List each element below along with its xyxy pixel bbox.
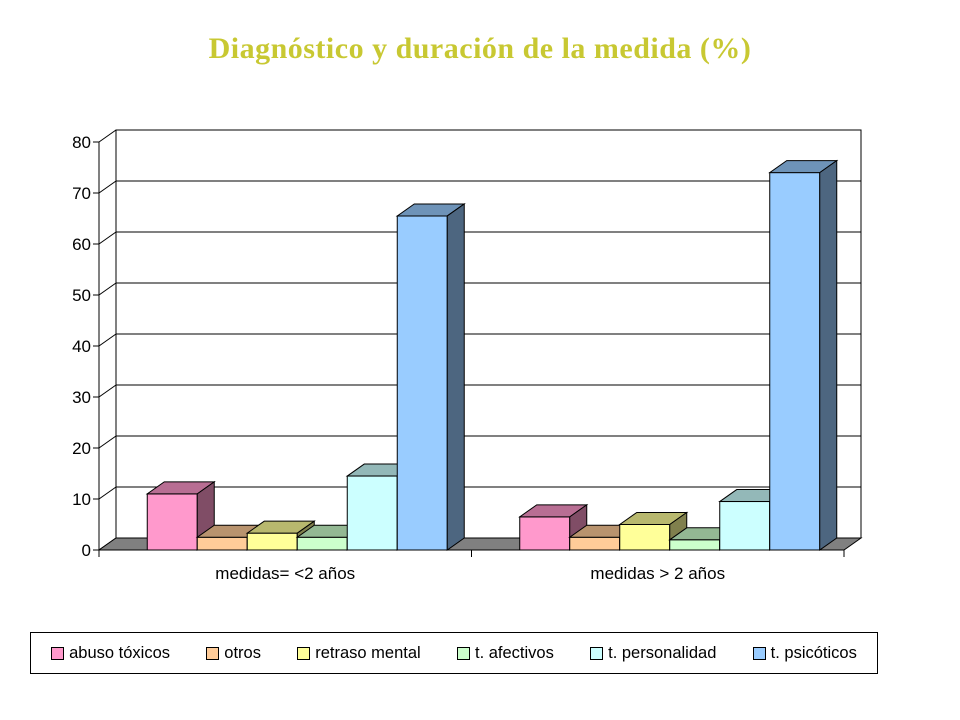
bar-0-4 (346, 475, 398, 551)
gridline-side (98, 231, 117, 245)
bar-1-1 (569, 536, 621, 551)
bar-side-0-5 (446, 202, 465, 551)
legend-entry: t. personalidad (590, 644, 716, 663)
gridline-side (98, 282, 117, 296)
y-tick-label: 10 (72, 490, 91, 509)
bar-0-0 (146, 493, 198, 551)
legend-swatch (590, 646, 604, 660)
bar-chart: 0 10 20 30 40 50 60 70 80 medidas= <2 años medidas… (72, 129, 863, 583)
y-tick-label: 40 (72, 337, 91, 356)
bar-0-1 (196, 536, 248, 551)
legend-entry: t. psicóticos (752, 643, 857, 663)
legend-swatch (206, 646, 220, 660)
bar-0-5 (396, 215, 448, 551)
legend-label: t. personalidad (608, 643, 717, 662)
y-tick-label: 0 (82, 541, 91, 560)
bar-side-1-5 (819, 159, 838, 551)
gridline-side (98, 435, 117, 449)
gridline-side (98, 333, 117, 347)
bar-1-2 (619, 524, 671, 551)
x-category-label: medidas= <2 años (215, 564, 355, 583)
legend-label: t. psicóticos (770, 643, 857, 662)
legend-label: retraso mental (315, 643, 421, 662)
gridline-side (98, 129, 117, 143)
chart-legend: abuso tóxicos otros retraso mental t. afect… (30, 632, 878, 674)
y-tick-label: 80 (72, 133, 91, 152)
bar-0-2 (246, 532, 298, 551)
legend-swatch (456, 646, 470, 660)
legend-entry: t. afectivos (456, 643, 554, 663)
y-tick-label: 20 (72, 439, 91, 458)
legend-label: otros (224, 643, 261, 662)
legend-swatch (51, 646, 65, 660)
legend-label: abuso tóxicos (69, 643, 171, 662)
bar-0-3 (296, 536, 348, 551)
y-tick-label: 50 (72, 286, 91, 305)
bar-1-0 (519, 516, 571, 551)
legend-entry: otros (206, 644, 261, 663)
bar-1-4 (719, 501, 771, 551)
chart-title: Diagnóstico y duración de la medida (%) (208, 32, 752, 65)
legend-entry: abuso tóxicos (51, 644, 170, 663)
legend-label: t. afectivos (474, 643, 554, 662)
bar-1-5 (769, 172, 821, 551)
legend-entry: retraso mental (297, 643, 421, 663)
y-tick-label: 60 (72, 235, 91, 254)
y-tick-label: 30 (72, 388, 91, 407)
x-category-label: medidas > 2 años (590, 564, 725, 583)
legend-swatch (297, 646, 311, 660)
gridline-side (98, 486, 117, 500)
gridline-side (98, 384, 117, 398)
legend-swatch (752, 646, 766, 660)
bar-1-3 (669, 539, 721, 551)
y-tick-label: 70 (72, 184, 91, 203)
gridline-side (98, 180, 117, 194)
